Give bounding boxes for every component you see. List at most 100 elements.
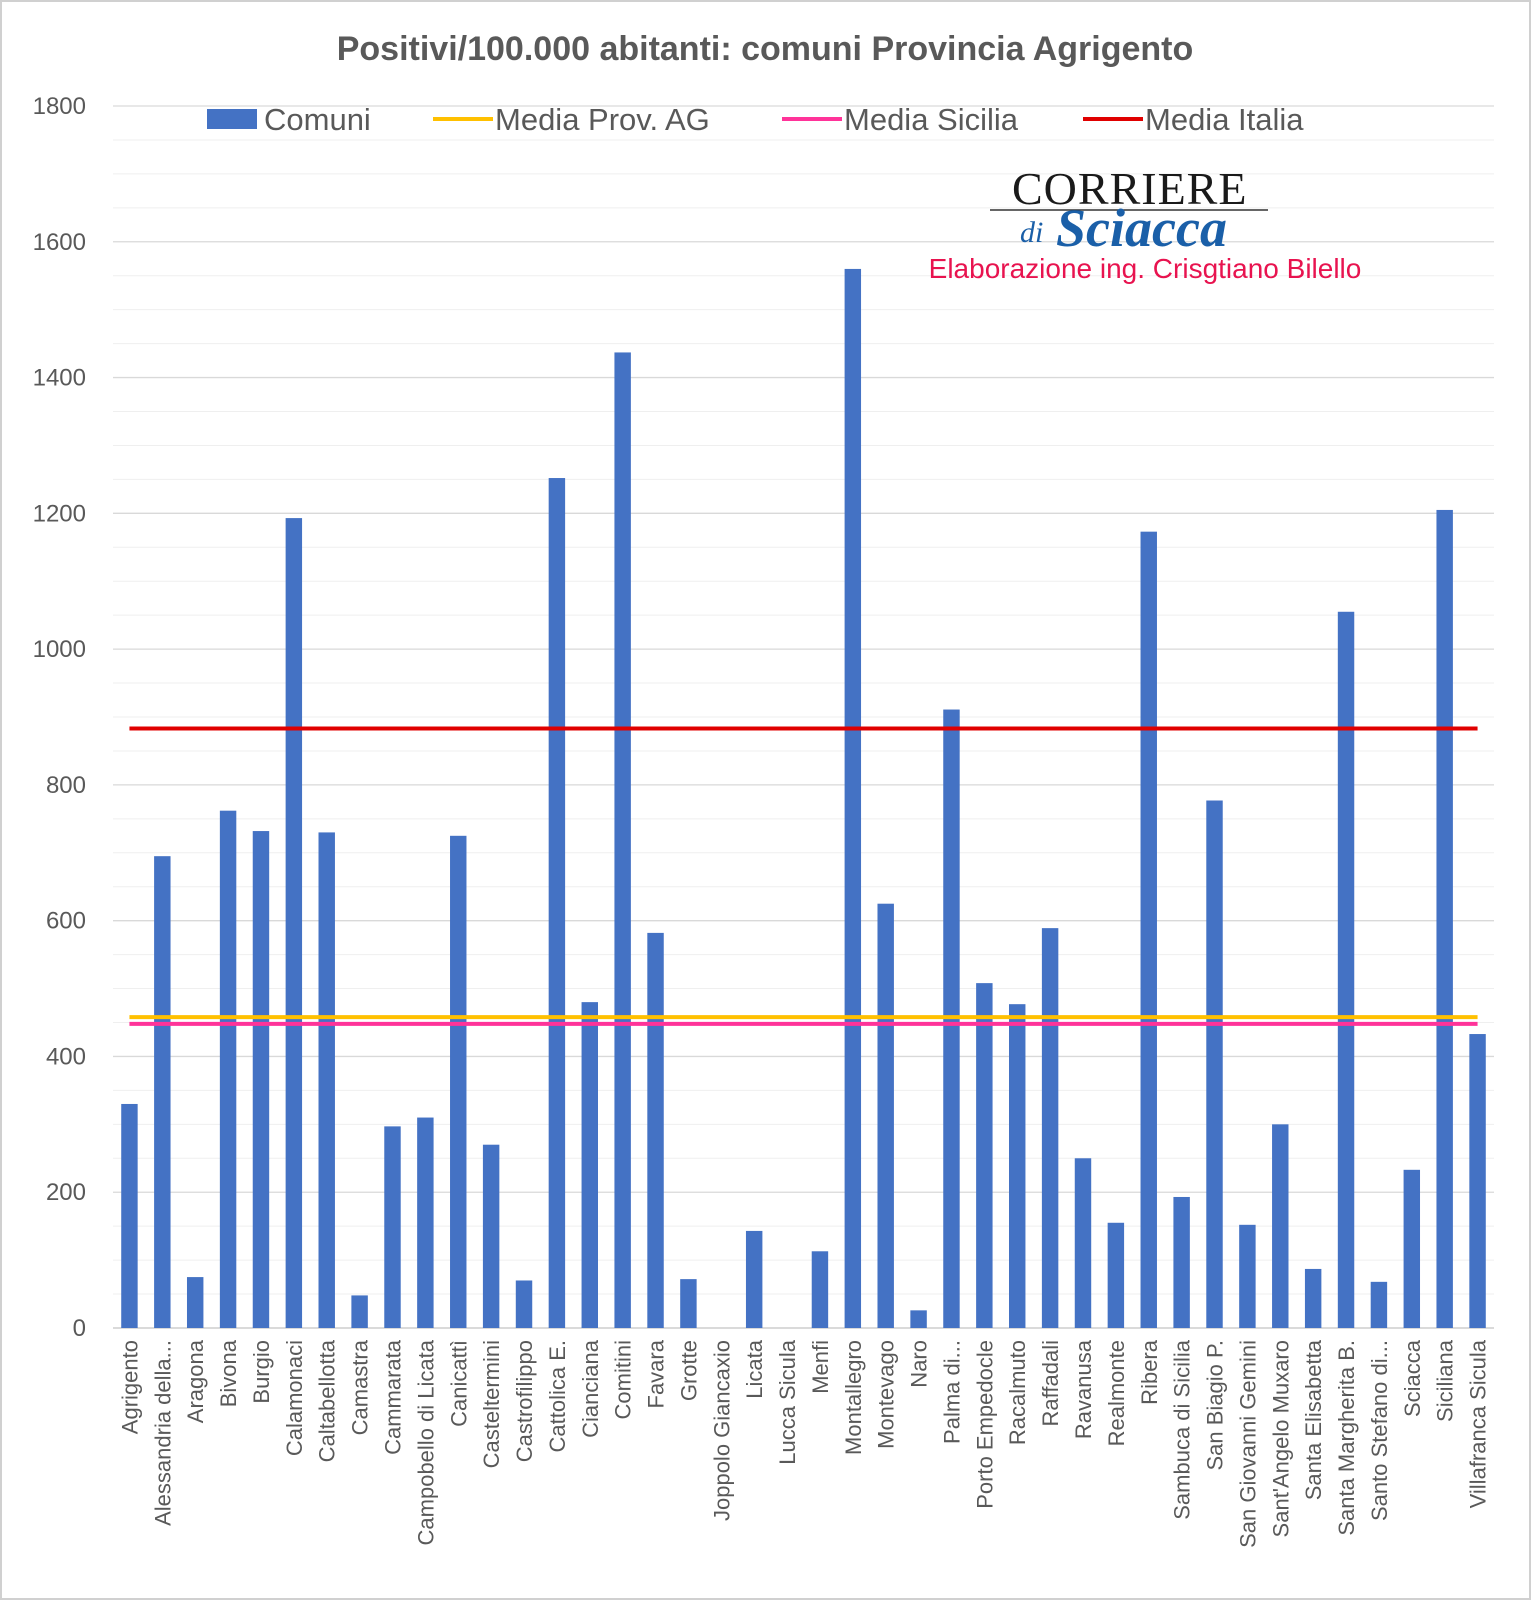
bar <box>1337 611 1355 1328</box>
bar <box>417 1117 434 1328</box>
reference-lines <box>129 726 1478 1026</box>
logo-di-text: di <box>1020 216 1043 249</box>
x-category-label: Villafranca Sicula <box>1466 1339 1491 1508</box>
x-category-label: Palma di... <box>939 1340 964 1444</box>
x-category-label: San Biagio P. <box>1203 1340 1228 1470</box>
x-category-label: Porto Empedocle <box>972 1340 997 1509</box>
x-category-label: Sambuca di Sicilia <box>1170 1339 1195 1520</box>
x-category-label: Realmonte <box>1104 1340 1129 1446</box>
y-tick-label: 0 <box>73 1315 86 1342</box>
x-category-label: Camastra <box>348 1339 373 1435</box>
y-axis-ticks: 0 200 400 600 800 1000 1200 1400 1600 1800 <box>33 93 86 1342</box>
x-category-label: Menfi <box>808 1340 833 1394</box>
x-category-label: Grotte <box>676 1340 701 1401</box>
logo-sciacca-text: Sciacca <box>1056 198 1227 258</box>
x-category-label: Aragona <box>183 1339 208 1423</box>
bar <box>285 518 303 1328</box>
legend: Comuni Media Prov. AG Media Sicilia Media I… <box>207 102 1304 137</box>
bar <box>1469 1034 1486 1328</box>
bar <box>976 983 993 1328</box>
bar <box>351 1295 368 1328</box>
x-category-label: Cianciana <box>578 1339 603 1438</box>
x-category-label: Cammarata <box>380 1339 405 1455</box>
x-category-label: Naro <box>907 1340 932 1388</box>
x-category-label: Montallegro <box>841 1340 866 1455</box>
x-axis-labels: Agrigento Alessandria della... Aragona Bivo… <box>117 1339 1490 1548</box>
bar <box>450 835 467 1328</box>
bar <box>877 903 894 1328</box>
bar <box>745 1230 763 1328</box>
bar <box>154 856 171 1328</box>
y-tick-label: 1200 <box>33 500 86 527</box>
credit-text: Elaborazione ing. Crisgtiano Bilello <box>929 253 1362 284</box>
x-category-label: Sciacca <box>1400 1339 1425 1417</box>
bar <box>844 268 862 1328</box>
x-category-label: Lucca Sicula <box>775 1339 800 1465</box>
x-category-label: Agrigento <box>117 1340 142 1434</box>
x-category-label: Santa Margherita B. <box>1334 1340 1359 1536</box>
x-category-label: Castrofilippo <box>512 1340 537 1462</box>
bar <box>1009 1004 1026 1328</box>
x-category-label: Joppolo Giancaxio <box>709 1340 734 1521</box>
x-category-label: San Giovanni Gemini <box>1235 1340 1260 1548</box>
bar <box>219 810 237 1328</box>
bar <box>121 1103 138 1328</box>
bar <box>680 1279 697 1328</box>
bar <box>1041 928 1059 1328</box>
legend-label: Media Prov. AG <box>495 102 710 137</box>
y-tick-label: 1000 <box>33 636 86 663</box>
x-category-label: Campobello di Licata <box>413 1339 438 1545</box>
x-category-label: Caltabellotta <box>315 1339 340 1462</box>
y-tick-label: 400 <box>46 1043 86 1070</box>
x-category-label: Calamonaci <box>282 1340 307 1456</box>
bar <box>1140 531 1157 1328</box>
bar <box>1403 1169 1421 1328</box>
bar <box>318 832 335 1328</box>
bar <box>1272 1124 1289 1328</box>
bars <box>121 268 1486 1329</box>
x-category-label: Burgio <box>249 1340 274 1404</box>
bar <box>252 831 270 1328</box>
bar <box>515 1280 533 1328</box>
legend-label: Comuni <box>264 102 371 137</box>
x-category-label: Santo Stefano di... <box>1367 1340 1392 1521</box>
y-tick-label: 800 <box>46 772 86 799</box>
y-tick-label: 600 <box>46 908 86 935</box>
logo-corriere-text: CORRIERE <box>1012 163 1247 214</box>
x-category-label: Montevago <box>874 1340 899 1449</box>
x-category-label: Racalmuto <box>1005 1340 1030 1445</box>
y-tick-label: 1600 <box>33 229 86 256</box>
bar <box>1304 1268 1322 1328</box>
bar <box>1239 1224 1256 1328</box>
y-tick-label: 1800 <box>33 93 86 120</box>
bar <box>1173 1196 1190 1328</box>
publisher-logo: CORRIERE di Sciacca <box>990 163 1268 258</box>
bar <box>384 1126 401 1328</box>
x-category-label: Sant'Angelo Muxaro <box>1268 1340 1293 1537</box>
x-category-label: Bivona <box>216 1339 241 1407</box>
legend-label: Media Italia <box>1145 102 1304 137</box>
x-category-label: Favara <box>644 1339 669 1408</box>
y-tick-label: 1400 <box>33 365 86 392</box>
x-category-label: Ravanusa <box>1071 1339 1096 1439</box>
x-category-label: Siciliana <box>1433 1339 1458 1422</box>
legend-swatch <box>207 109 257 129</box>
bar <box>1074 1158 1092 1328</box>
bar <box>1107 1222 1125 1328</box>
y-tick-label: 200 <box>46 1179 86 1206</box>
x-category-label: Cattolica E. <box>545 1340 570 1453</box>
bar <box>581 1002 598 1328</box>
x-category-label: Santa Elisabetta <box>1301 1339 1326 1500</box>
x-category-label: Comitini <box>611 1340 636 1419</box>
x-category-label: Licata <box>742 1339 767 1398</box>
x-category-label: Canicattì <box>446 1340 471 1427</box>
x-category-label: Raffadali <box>1038 1340 1063 1426</box>
bar <box>811 1251 829 1328</box>
bar <box>186 1277 204 1328</box>
bar <box>1436 509 1453 1328</box>
bar <box>910 1310 927 1328</box>
x-category-label: Ribera <box>1137 1339 1162 1405</box>
x-category-label: Casteltermini <box>479 1340 504 1468</box>
